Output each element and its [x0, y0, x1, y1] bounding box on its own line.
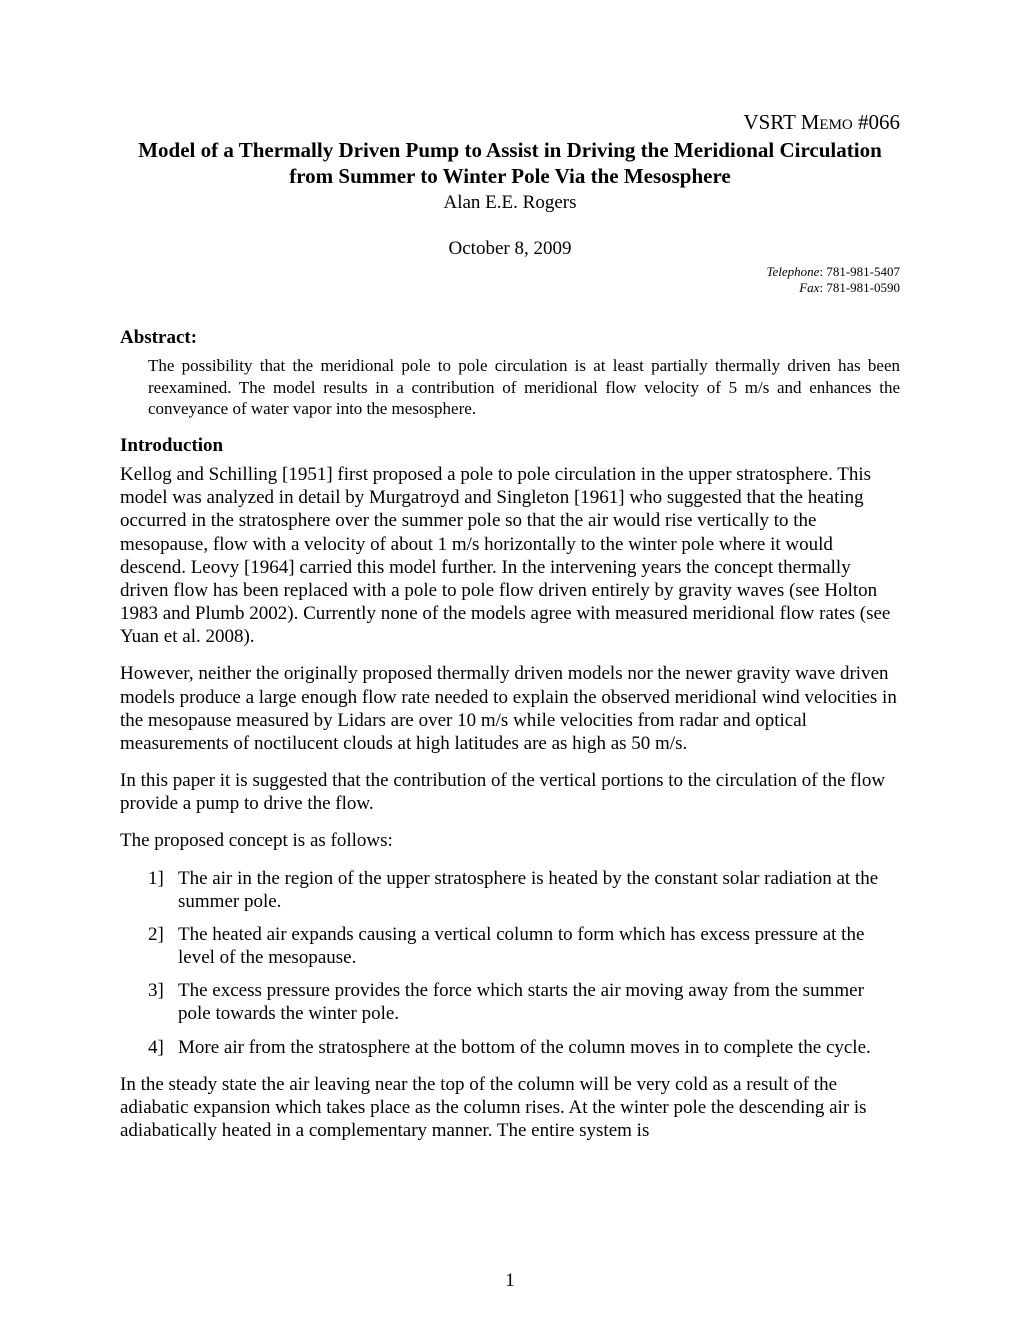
memo-label: VSRT Memo: [743, 110, 852, 134]
list-text: The heated air expands causing a vertica…: [178, 923, 900, 969]
telephone-label: Telephone: [766, 264, 819, 279]
list-item: 4] More air from the stratosphere at the…: [148, 1036, 900, 1059]
list-text: The excess pressure provides the force w…: [178, 979, 900, 1025]
list-marker: 2]: [148, 923, 178, 969]
page-title: Model of a Thermally Driven Pump to Assi…: [120, 137, 900, 190]
list-text: The air in the region of the upper strat…: [178, 867, 900, 913]
intro-paragraph-4: The proposed concept is as follows:: [120, 829, 900, 852]
list-marker: 3]: [148, 979, 178, 1025]
page-number: 1: [0, 1270, 1020, 1292]
fax-line: Fax: 781-981-0590: [120, 280, 900, 297]
abstract-heading: Abstract:: [120, 327, 900, 349]
introduction-heading: Introduction: [120, 435, 900, 457]
date-line: October 8, 2009: [120, 238, 900, 260]
list-item: 2] The heated air expands causing a vert…: [148, 923, 900, 969]
list-text: More air from the stratosphere at the bo…: [178, 1036, 900, 1059]
list-item: 1] The air in the region of the upper st…: [148, 867, 900, 913]
memo-number: #066: [858, 110, 900, 134]
telephone-value: 781-981-5407: [826, 264, 900, 279]
fax-value: 781-981-0590: [826, 280, 900, 295]
fax-label: Fax: [799, 280, 819, 295]
list-item: 3] The excess pressure provides the forc…: [148, 979, 900, 1025]
telephone-line: Telephone: 781-981-5407: [120, 264, 900, 281]
author-line: Alan E.E. Rogers: [120, 192, 900, 214]
concept-list: 1] The air in the region of the upper st…: [148, 867, 900, 1059]
document-page: VSRT Memo #066 Model of a Thermally Driv…: [0, 0, 1020, 1320]
intro-paragraph-2: However, neither the originally proposed…: [120, 662, 900, 755]
intro-paragraph-1: Kellog and Schilling [1951] first propos…: [120, 463, 900, 648]
intro-paragraph-3: In this paper it is suggested that the c…: [120, 769, 900, 815]
memo-line: VSRT Memo #066: [120, 110, 900, 135]
abstract-body: The possibility that the meridional pole…: [148, 355, 900, 419]
closing-paragraph: In the steady state the air leaving near…: [120, 1073, 900, 1143]
contact-block: Telephone: 781-981-5407 Fax: 781-981-059…: [120, 264, 900, 298]
list-marker: 4]: [148, 1036, 178, 1059]
list-marker: 1]: [148, 867, 178, 913]
